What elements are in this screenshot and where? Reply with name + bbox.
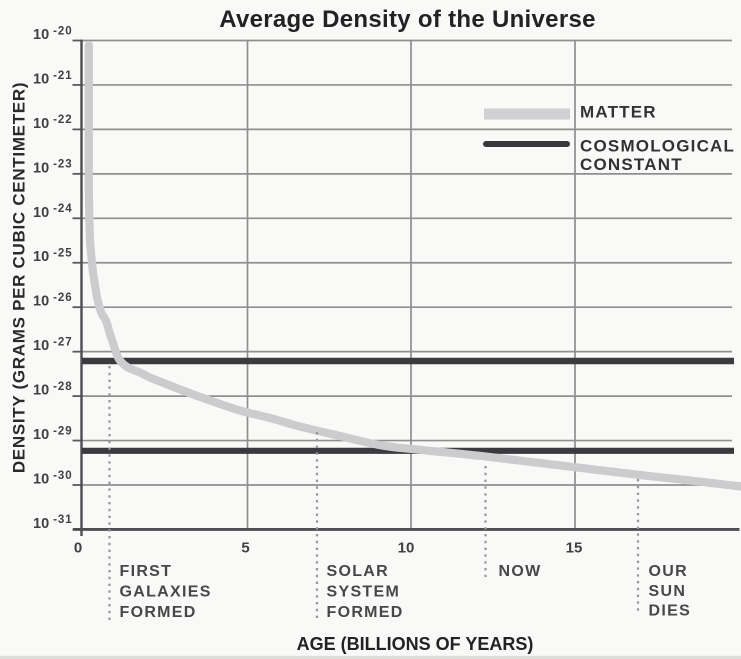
- svg-text:-31: -31: [53, 514, 72, 526]
- svg-text:10: 10: [33, 427, 49, 443]
- svg-text:0: 0: [74, 540, 82, 557]
- svg-text:10: 10: [33, 72, 49, 88]
- svg-text:DIES: DIES: [649, 603, 692, 620]
- svg-text:SYSTEM: SYSTEM: [327, 584, 401, 601]
- svg-text:10: 10: [33, 205, 49, 221]
- svg-text:GALAXIES: GALAXIES: [120, 584, 212, 601]
- svg-text:10: 10: [33, 294, 49, 310]
- svg-text:Average Density of the Univers: Average Density of the Universe: [219, 6, 596, 33]
- svg-text:DENSITY (GRAMS PER CUBIC CENTI: DENSITY (GRAMS PER CUBIC CENTIMETER): [10, 82, 29, 473]
- svg-text:AGE (BILLIONS OF YEARS): AGE (BILLIONS OF YEARS): [297, 634, 534, 654]
- svg-text:10: 10: [33, 338, 49, 354]
- svg-text:CONSTANT: CONSTANT: [580, 155, 683, 174]
- svg-text:-22: -22: [53, 114, 72, 126]
- svg-text:FORMED: FORMED: [120, 604, 197, 621]
- svg-text:10: 10: [33, 249, 49, 265]
- svg-text:-30: -30: [53, 470, 72, 482]
- svg-text:-27: -27: [53, 337, 72, 349]
- svg-text:SUN: SUN: [649, 583, 687, 600]
- svg-text:FORMED: FORMED: [327, 604, 404, 621]
- svg-text:15: 15: [566, 540, 583, 557]
- svg-text:10: 10: [33, 383, 49, 399]
- svg-text:10: 10: [33, 472, 49, 488]
- svg-text:-26: -26: [53, 292, 72, 304]
- svg-text:10: 10: [33, 160, 49, 176]
- svg-text:MATTER: MATTER: [580, 103, 657, 122]
- svg-text:-28: -28: [53, 381, 72, 393]
- svg-text:-23: -23: [53, 159, 72, 171]
- svg-text:-20: -20: [53, 25, 72, 37]
- svg-text:FIRST: FIRST: [120, 563, 173, 580]
- svg-text:10: 10: [33, 516, 49, 532]
- svg-text:NOW: NOW: [499, 563, 542, 580]
- svg-text:-25: -25: [53, 248, 72, 260]
- svg-text:-21: -21: [53, 70, 72, 82]
- svg-text:5: 5: [241, 540, 249, 557]
- svg-text:10: 10: [398, 540, 415, 557]
- svg-text:SOLAR: SOLAR: [327, 563, 390, 580]
- svg-text:-29: -29: [53, 425, 72, 437]
- svg-text:10: 10: [33, 116, 49, 132]
- svg-text:COSMOLOGICAL: COSMOLOGICAL: [580, 137, 735, 156]
- svg-text:10: 10: [33, 27, 49, 43]
- svg-text:-24: -24: [53, 203, 72, 215]
- svg-text:OUR: OUR: [649, 563, 688, 580]
